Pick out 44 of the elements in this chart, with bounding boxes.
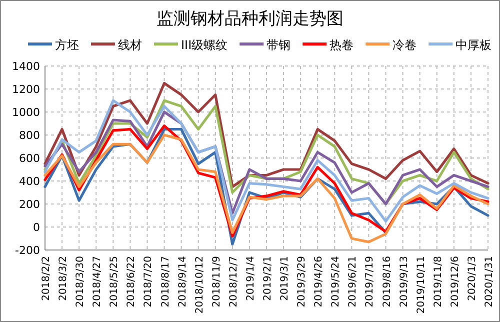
x-tick-label: 2018/8/17 bbox=[160, 256, 172, 308]
x-tick-label: 2018/5/25 bbox=[109, 256, 120, 308]
y-tick-label: 1000 bbox=[12, 106, 40, 119]
y-tick-label: 600 bbox=[19, 152, 40, 165]
x-tick-label: 2018/6/22 bbox=[126, 256, 138, 308]
x-tick-label: 2018/11/9 bbox=[211, 256, 222, 308]
legend-label: 方坯 bbox=[55, 38, 79, 52]
y-tick-label: 400 bbox=[19, 175, 40, 188]
x-tick-label: 2020/1/3 bbox=[466, 256, 478, 301]
x-tick-label: 2018/10/12 bbox=[194, 256, 206, 314]
y-tick-label: 200 bbox=[19, 198, 40, 211]
x-tick-label: 2019/12/6 bbox=[450, 256, 461, 308]
x-tick-label: 2018/4/27 bbox=[92, 256, 104, 308]
y-tick-label: -200 bbox=[15, 244, 40, 257]
x-tick-label: 2019/6/21 bbox=[348, 256, 359, 308]
x-tick-label: 2019/4/26 bbox=[314, 256, 325, 308]
x-tick-label: 2019/11/8 bbox=[432, 256, 444, 308]
legend-label: 冷卷 bbox=[392, 38, 417, 52]
x-tick-label: 2018/2/2 bbox=[41, 256, 52, 301]
x-tick-label: 2018/7/20 bbox=[143, 256, 154, 308]
x-tick-label: 2018/9/14 bbox=[177, 256, 188, 308]
x-tick-label: 2018/3/30 bbox=[75, 256, 86, 308]
y-tick-label: 1400 bbox=[12, 60, 40, 73]
legend-label: III级螺纹 bbox=[181, 38, 228, 52]
x-tick-label: 2018/3/2 bbox=[58, 256, 70, 301]
x-tick-label: 2019/9/13 bbox=[398, 256, 410, 308]
legend-label: 线材 bbox=[118, 38, 142, 52]
title: 监测钢材品种利润走势图 bbox=[156, 9, 344, 29]
x-tick-label: 2018/12/7 bbox=[228, 256, 240, 308]
x-tick-label: 2019/5/24 bbox=[330, 256, 342, 308]
y-tick-label: 1200 bbox=[12, 83, 40, 96]
x-tick-label: 2019/8/16 bbox=[382, 256, 393, 308]
x-tick-label: 2019/2/1 bbox=[262, 256, 274, 301]
x-tick-label: 2019/7/19 bbox=[364, 256, 376, 308]
x-tick-label: 2020/1/31 bbox=[484, 256, 495, 308]
x-tick-label: 2019/10/11 bbox=[416, 256, 427, 314]
legend-label: 热卷 bbox=[330, 38, 354, 52]
x-tick-label: 2019/1/4 bbox=[245, 256, 256, 301]
legend-label: 中厚板 bbox=[456, 38, 492, 52]
x-tick-label: 2019/3/1 bbox=[280, 256, 291, 301]
y-tick-label: 0 bbox=[33, 221, 40, 234]
legend-label: 带钢 bbox=[266, 38, 291, 52]
x-tick-label: 2019/3/29 bbox=[296, 256, 308, 308]
y-tick-label: 800 bbox=[19, 129, 40, 142]
